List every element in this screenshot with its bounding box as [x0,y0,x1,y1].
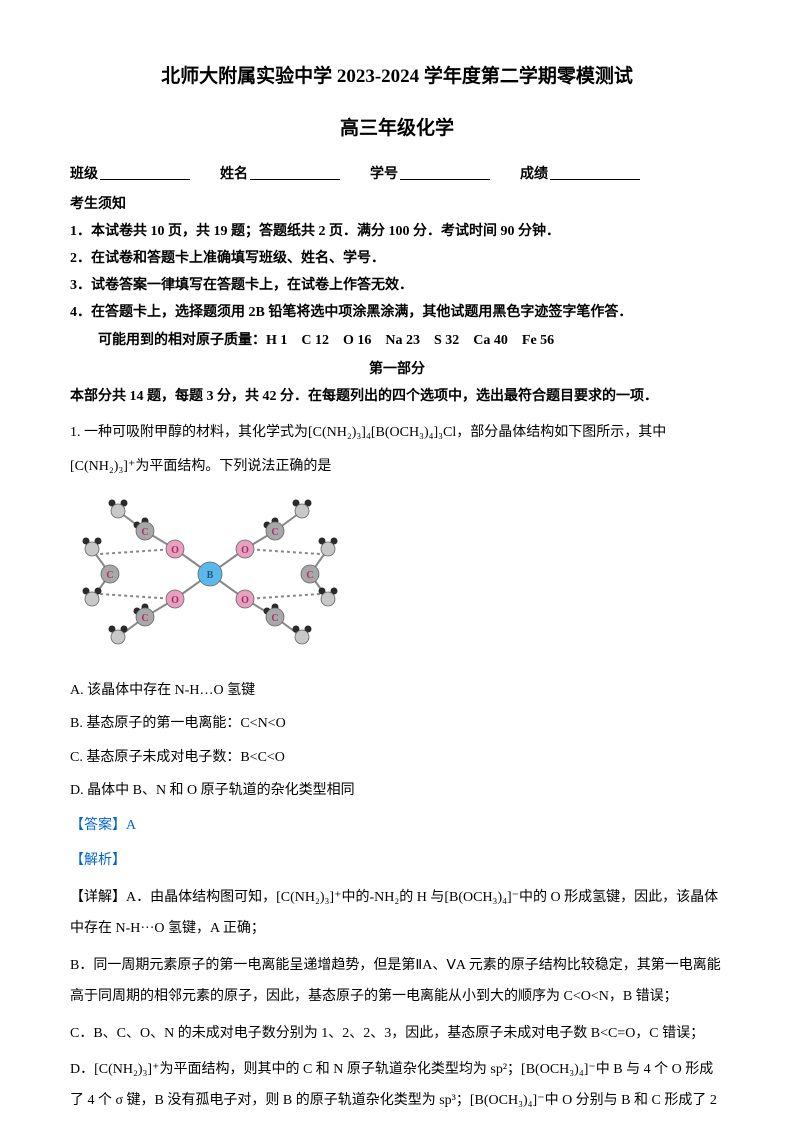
score-label: 成绩 [520,162,548,187]
q1-stem-2: [C(NH₂)₃]⁺为平面结构。下列说法正确的是 [70,453,724,481]
svg-text:O: O [171,595,179,606]
analysis-label: 【解析】 [70,848,724,873]
notice-item-4: 4．在答题卡上，选择题须用 2B 铅笔将选中项涂黑涂满，其他试题用黑色字迹签字笔… [70,300,724,325]
atomic-mass: 可能用到的相对原子质量：H 1 C 12 O 16 Na 23 S 32 Ca … [98,328,724,353]
explain-b: B．同一周期元素原子的第一电离能呈递增趋势，但是第ⅡA、ⅤA 元素的原子结构比较… [70,951,724,1013]
crystal-structure-diagram: C C C C C C O O O O B [70,489,724,668]
molecule-svg: C C C C C C O O O O B [70,489,350,659]
score-blank [550,162,640,180]
explain-c: C．B、C、O、N 的未成对电子数分别为 1、2、2、3，因此，基态原子未成对电… [70,1019,724,1050]
student-info-line: 班级 姓名 学号 成绩 [70,162,724,187]
svg-text:C: C [106,570,113,581]
option-d: D. 晶体中 B、N 和 O 原子轨道的杂化类型相同 [70,778,724,803]
class-blank [100,162,190,180]
name-label: 姓名 [220,162,248,187]
exam-subtitle: 高三年级化学 [70,112,724,146]
svg-text:O: O [241,545,249,556]
notice-title: 考生须知 [70,192,724,217]
svg-text:B: B [207,570,214,581]
explain-d: D．[C(NH₂)₃]⁺为平面结构，则其中的 C 和 N 原子轨道杂化类型均为 … [70,1055,724,1117]
notice-item-1: 1．本试卷共 10 页，共 19 题；答题纸共 2 页．满分 100 分．考试时… [70,219,724,244]
svg-text:C: C [141,613,148,624]
svg-text:C: C [271,613,278,624]
explain-a: 【详解】A．由晶体结构图可知，[C(NH₂)₃]⁺中的-NH₂的 H 与[B(O… [70,883,724,945]
notice-item-3: 3．试卷答案一律填写在答题卡上，在试卷上作答无效． [70,273,724,298]
section-desc: 本部分共 14 题，每题 3 分，共 42 分．在每题列出的四个选项中，选出最符… [70,384,724,409]
section-title: 第一部分 [70,357,724,382]
svg-text:O: O [171,545,179,556]
svg-text:C: C [271,527,278,538]
answer-label: 【答案】A [70,813,724,838]
notice-item-2: 2．在试卷和答题卡上准确填写班级、姓名、学号． [70,246,724,271]
svg-text:O: O [241,595,249,606]
class-label: 班级 [70,162,98,187]
q1-stem-1: 1. 一种可吸附甲醇的材料，其化学式为[C(NH₂)₃]₄[B(OCH₃)₄]₃… [70,419,724,447]
svg-text:C: C [306,570,313,581]
id-blank [400,162,490,180]
exam-title: 北师大附属实验中学 2023-2024 学年度第二学期零模测试 [70,60,724,94]
svg-text:C: C [141,527,148,538]
name-blank [250,162,340,180]
option-b: B. 基态原子的第一电离能：C<N<O [70,711,724,736]
id-label: 学号 [370,162,398,187]
option-c: C. 基态原子未成对电子数：B<C<O [70,745,724,770]
option-a: A. 该晶体中存在 N-H…O 氢键 [70,678,724,703]
